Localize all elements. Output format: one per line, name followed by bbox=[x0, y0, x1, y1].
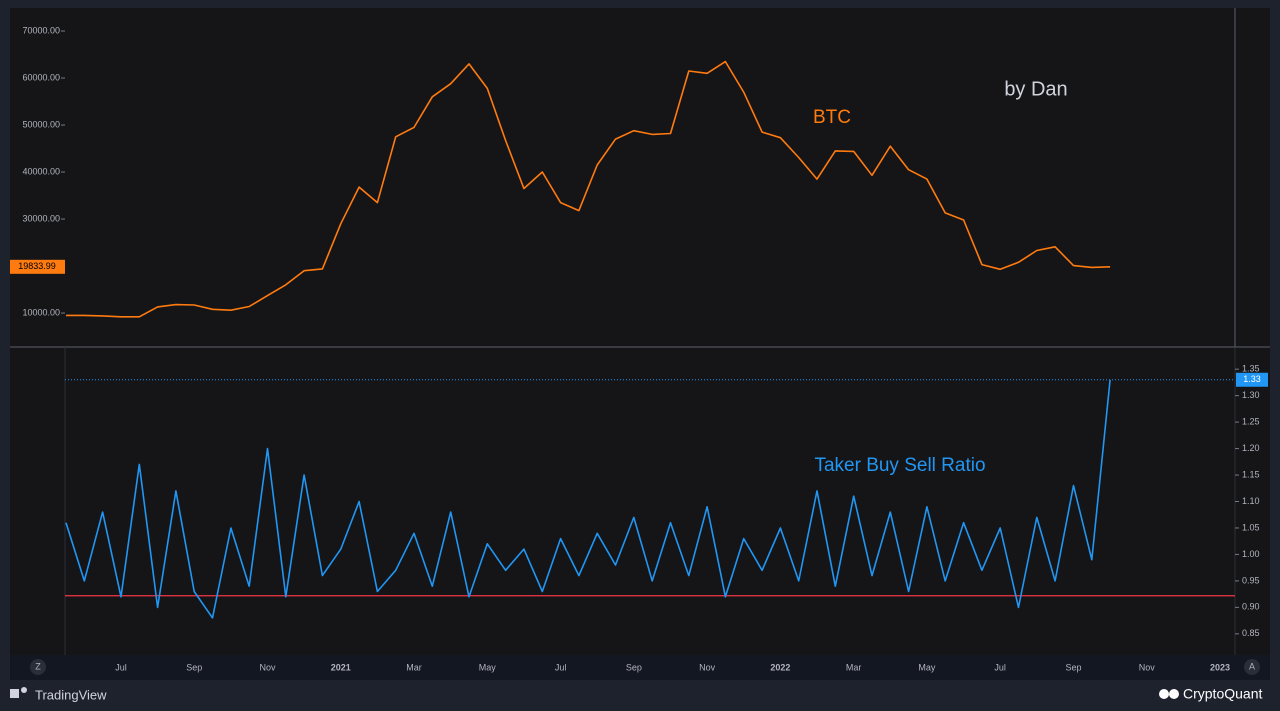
tradingview-logo[interactable]: TradingView bbox=[10, 687, 107, 702]
y-tick-label: 1.30 bbox=[1242, 390, 1260, 400]
x-tick-label: Nov bbox=[699, 662, 716, 672]
y-tick-label: 1.15 bbox=[1242, 469, 1260, 479]
y-tick-label: 30000.00 bbox=[22, 213, 60, 223]
y-tick-label: 0.85 bbox=[1242, 628, 1260, 638]
y-tick-label: 1.05 bbox=[1242, 522, 1260, 532]
x-tick-label: Sep bbox=[1065, 662, 1081, 672]
y-tick-label: 1.20 bbox=[1242, 443, 1260, 453]
auto-scale-button[interactable] bbox=[1244, 659, 1260, 675]
x-tick-label: Nov bbox=[1139, 662, 1156, 672]
y-tick-label: 0.90 bbox=[1242, 602, 1260, 612]
y-tick-label: 1.10 bbox=[1242, 496, 1260, 506]
series-line bbox=[66, 60, 1111, 318]
y-tick-label: 1.00 bbox=[1242, 549, 1260, 559]
x-tick-label: Jul bbox=[555, 662, 567, 672]
zoom-button[interactable] bbox=[30, 659, 46, 675]
x-tick-label: May bbox=[479, 662, 497, 672]
y-tick-label: 0.95 bbox=[1242, 575, 1260, 585]
series-line bbox=[65, 379, 1111, 619]
y-tick-label: 60000.00 bbox=[22, 72, 60, 82]
logo-mark bbox=[1159, 689, 1169, 699]
cryptoquant-logo[interactable]: CryptoQuant bbox=[1159, 686, 1262, 702]
button-label: Z bbox=[35, 661, 41, 671]
last-value-box bbox=[1236, 372, 1268, 387]
last-value-label: 1.33 bbox=[1243, 374, 1261, 384]
last-value-box bbox=[10, 259, 65, 274]
x-tick-label: 2023 bbox=[1210, 662, 1230, 672]
x-tick-label: May bbox=[918, 662, 936, 672]
x-tick-label: Jul bbox=[994, 662, 1006, 672]
y-tick-label: 1.35 bbox=[1242, 364, 1260, 374]
logo-mark bbox=[21, 687, 27, 693]
brand-left: TradingView bbox=[35, 687, 107, 702]
plot-background bbox=[10, 8, 1270, 655]
y-tick-label: 40000.00 bbox=[22, 166, 60, 176]
annotation: by Dan bbox=[1004, 78, 1067, 100]
x-tick-label: 2021 bbox=[331, 662, 351, 672]
series-label: Taker Buy Sell Ratio bbox=[814, 455, 985, 476]
x-tick-label: Sep bbox=[626, 662, 642, 672]
button-label: A bbox=[1249, 661, 1255, 671]
x-tick-label: Nov bbox=[259, 662, 276, 672]
x-tick-label: Sep bbox=[186, 662, 202, 672]
last-value-label: 19833.99 bbox=[18, 261, 56, 271]
time-axis bbox=[10, 655, 1270, 680]
x-tick-label: Mar bbox=[846, 662, 862, 672]
logo-mark bbox=[1169, 689, 1179, 699]
y-tick-label: 50000.00 bbox=[22, 119, 60, 129]
x-tick-label: Jul bbox=[115, 662, 127, 672]
logo-mark bbox=[10, 689, 19, 698]
x-tick-label: Mar bbox=[406, 662, 422, 672]
brand-right: CryptoQuant bbox=[1183, 686, 1262, 702]
y-tick-label: 70000.00 bbox=[22, 25, 60, 35]
y-tick-label: 10000.00 bbox=[22, 307, 60, 317]
y-tick-label: 1.25 bbox=[1242, 416, 1260, 426]
x-tick-label: 2022 bbox=[770, 662, 790, 672]
series-label: BTC bbox=[813, 107, 851, 128]
